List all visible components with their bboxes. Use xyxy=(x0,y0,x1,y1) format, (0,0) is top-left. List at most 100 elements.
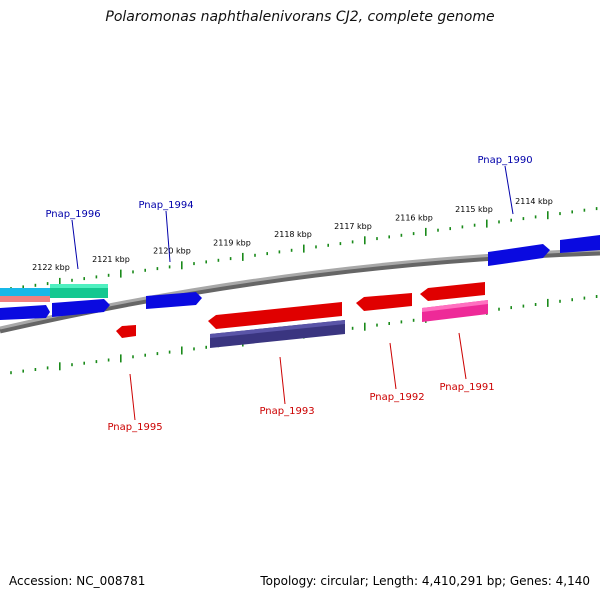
tick-upper xyxy=(351,240,354,244)
tick-lower xyxy=(510,306,512,310)
genome-summary: Topology: circular; Length: 4,410,291 bp… xyxy=(260,574,590,588)
tick-upper xyxy=(107,273,110,277)
gene-segment-blue xyxy=(52,299,110,317)
scale-label: 2117 kbp xyxy=(334,222,372,231)
tick-lower xyxy=(181,346,183,355)
tick-upper xyxy=(571,210,573,214)
tick-upper xyxy=(510,218,512,222)
scale-label: 2121 kbp xyxy=(92,255,130,264)
gene-pnap-1991[interactable]: Pnap_1991 xyxy=(420,282,495,393)
tick-lower xyxy=(107,358,110,362)
gene-label: Pnap_1994 xyxy=(138,200,193,211)
label-leader xyxy=(165,210,171,263)
label-leader xyxy=(504,165,514,215)
scale-label: 2118 kbp xyxy=(274,230,312,239)
tick-lower xyxy=(156,352,159,356)
gene-bar xyxy=(488,244,550,266)
gene-bar xyxy=(420,282,485,301)
tick-upper xyxy=(132,270,134,274)
tick-upper xyxy=(315,245,317,249)
scale-labels: 2122 kbp 2121 kbp 2120 kbp 2119 kbp 2118 kbp… xyxy=(32,197,553,272)
tick-upper xyxy=(34,283,37,287)
tick-lower xyxy=(351,326,354,330)
tick-lower xyxy=(559,299,561,303)
tick-lower xyxy=(168,350,171,354)
tick-lower xyxy=(95,360,98,364)
gene-label: Pnap_1993 xyxy=(259,406,314,417)
gene-label: Pnap_1991 xyxy=(439,382,494,393)
gene-label: Pnap_1990 xyxy=(477,155,532,166)
tick-upper xyxy=(595,207,598,211)
gene-bar-highlight xyxy=(50,284,108,288)
gene-bar xyxy=(356,293,412,311)
tick-upper xyxy=(181,261,183,270)
tick-lower xyxy=(583,296,586,300)
gene-pnap-1994[interactable]: Pnap_1994 xyxy=(138,200,202,309)
scale-ticks xyxy=(10,207,598,375)
tick-upper xyxy=(486,219,488,228)
tick-lower xyxy=(522,304,525,308)
tick-upper xyxy=(449,227,451,231)
label-leader xyxy=(71,219,79,270)
tick-upper xyxy=(583,208,586,212)
tick-lower xyxy=(498,307,500,311)
tick-lower xyxy=(46,366,49,370)
gene-segment-blue-left xyxy=(0,305,50,320)
scale-label: 2116 kbp xyxy=(395,213,433,222)
tick-lower xyxy=(132,355,134,359)
scale-label: 2115 kbp xyxy=(455,205,493,214)
gene-bar xyxy=(146,292,202,309)
gene-label: Pnap_1996 xyxy=(45,209,100,220)
label-leader xyxy=(129,373,136,421)
tick-upper xyxy=(266,252,268,256)
tick-upper xyxy=(71,278,73,282)
gene-bar-companion-highlight xyxy=(210,320,345,338)
gene-label: Pnap_1992 xyxy=(369,392,424,403)
tick-lower xyxy=(376,323,378,327)
tick-lower xyxy=(388,322,390,325)
gene-pnap-1993[interactable]: Pnap_1993 xyxy=(208,302,345,417)
forward-gene-segments xyxy=(0,235,600,320)
tick-upper xyxy=(254,253,256,257)
gene-pnap-1996[interactable]: Pnap_1996 xyxy=(45,209,108,298)
tick-upper xyxy=(400,233,403,237)
tick-upper xyxy=(534,215,537,219)
gene-pnap-1992[interactable]: Pnap_1992 xyxy=(356,293,425,403)
tick-upper xyxy=(388,235,390,239)
gene-label: Pnap_1995 xyxy=(107,422,162,433)
tick-lower xyxy=(71,363,73,367)
tick-upper xyxy=(193,262,195,266)
scale-label: 2114 kbp xyxy=(515,197,553,206)
accession-label: Accession: NC_008781 xyxy=(9,574,146,588)
scale-label: 2122 kbp xyxy=(32,263,70,272)
tick-lower xyxy=(364,322,366,331)
tick-upper xyxy=(229,257,232,261)
tick-upper xyxy=(217,258,220,262)
gene-pnap-1990[interactable]: Pnap_1990 xyxy=(477,155,550,266)
tick-lower xyxy=(534,303,537,306)
tick-upper xyxy=(473,223,476,227)
tick-lower xyxy=(10,371,12,375)
tick-lower xyxy=(83,361,85,365)
tick-upper xyxy=(22,285,24,289)
tick-lower xyxy=(22,369,24,373)
genome-title: Polaromonas naphthalenivorans CJ2, compl… xyxy=(105,9,495,25)
tick-lower xyxy=(595,295,598,298)
tick-upper xyxy=(242,252,244,261)
label-leader xyxy=(389,342,397,390)
tick-upper xyxy=(425,227,427,236)
label-leader xyxy=(458,332,467,380)
tick-upper xyxy=(461,225,464,229)
tick-lower xyxy=(120,354,122,363)
tick-lower xyxy=(400,320,403,324)
scale-label: 2119 kbp xyxy=(213,238,251,247)
tick-upper xyxy=(303,244,305,253)
tick-lower xyxy=(193,347,195,351)
gene-pnap-1995[interactable]: Pnap_1995 xyxy=(107,325,163,433)
tick-upper xyxy=(144,268,146,272)
label-leader xyxy=(279,356,286,405)
tick-upper xyxy=(364,236,366,245)
tick-upper xyxy=(376,237,378,241)
gene-segment-salmon xyxy=(0,296,50,302)
